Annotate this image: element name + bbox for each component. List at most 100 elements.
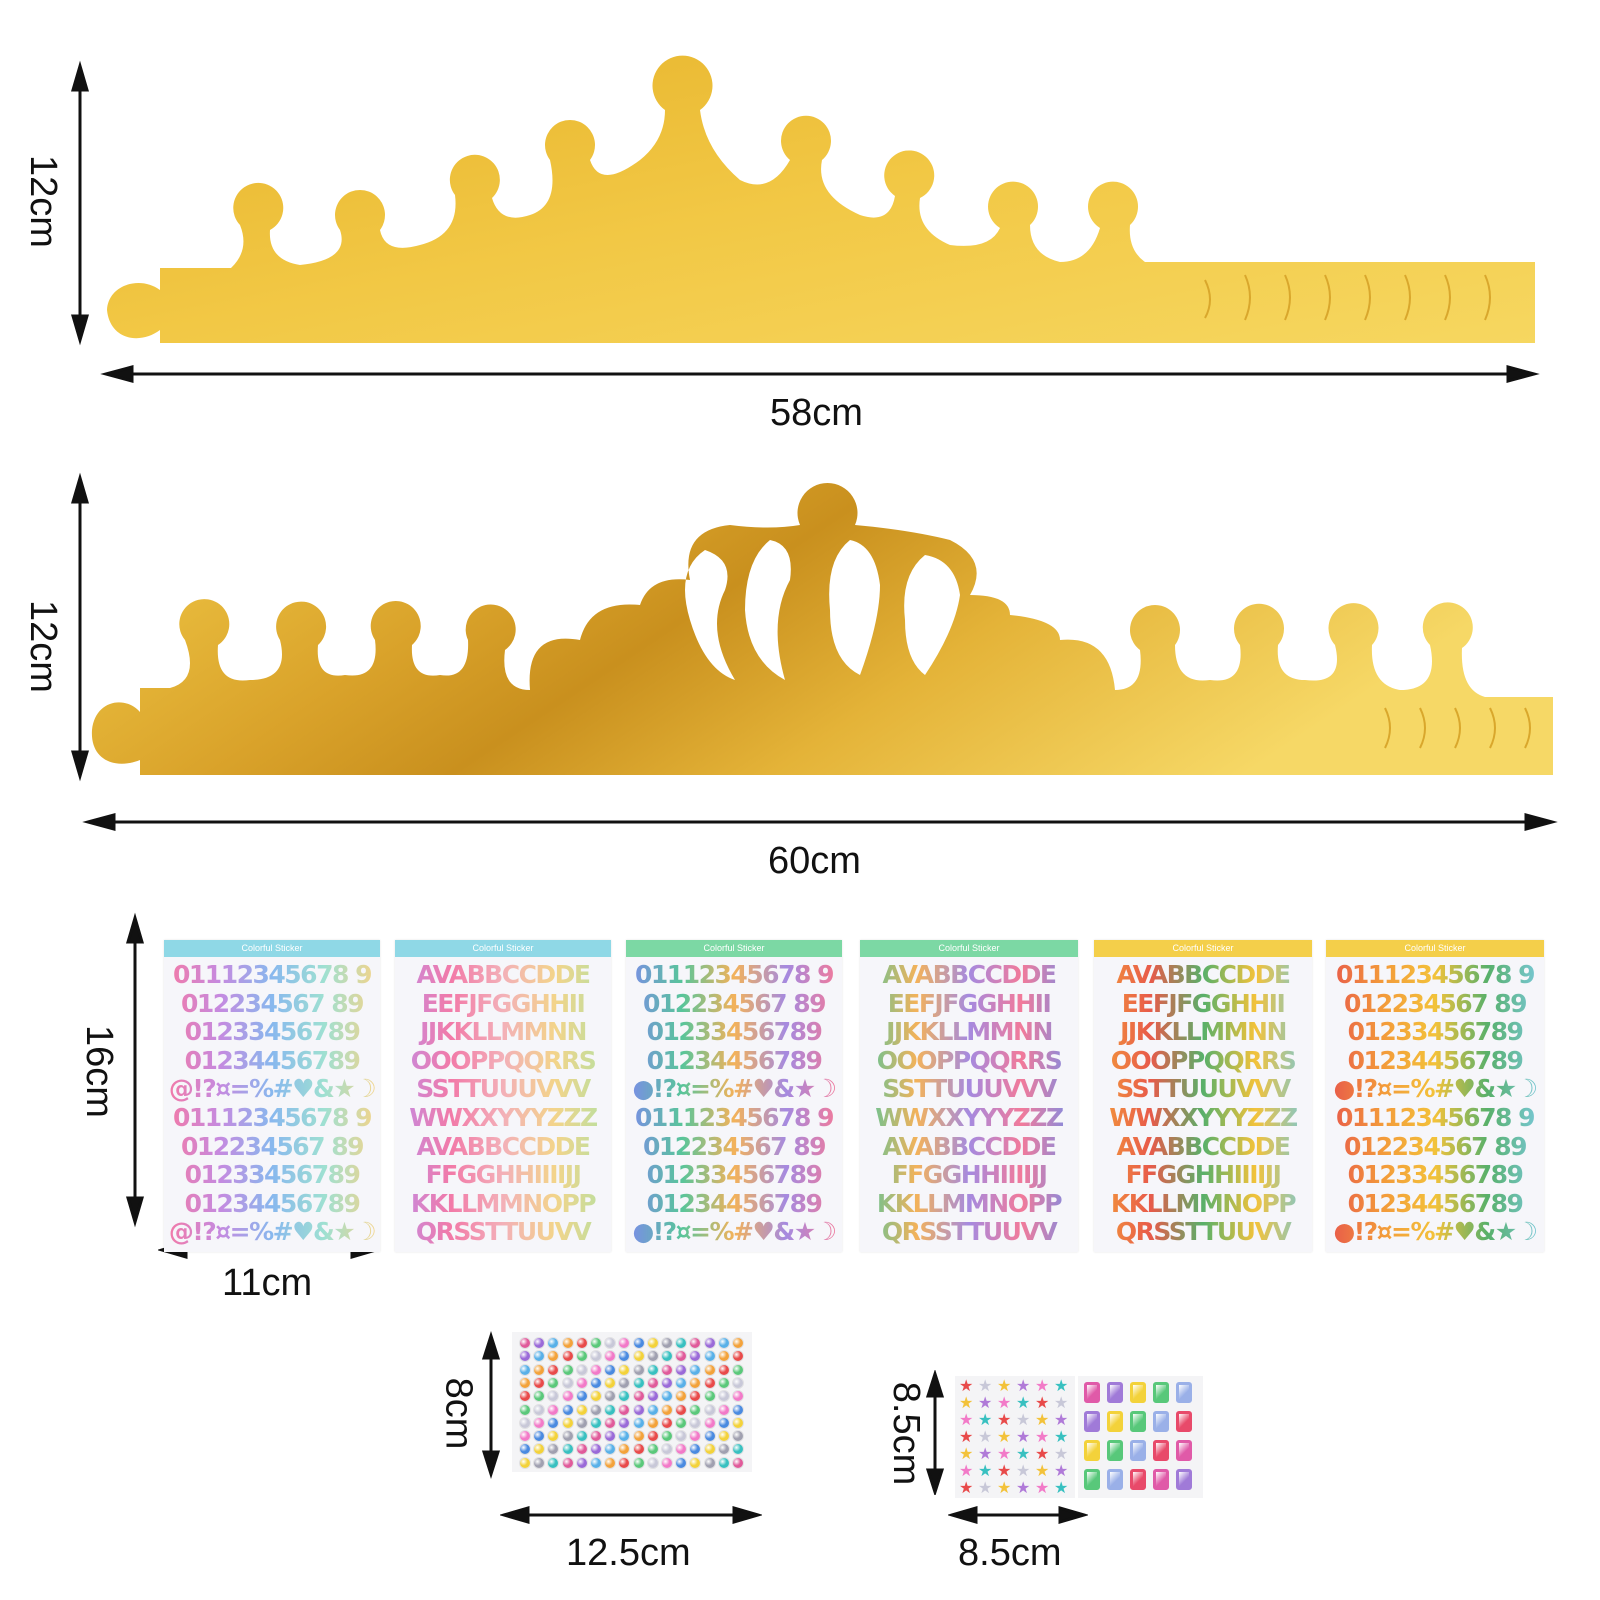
round-gems-width-arrow <box>500 1506 762 1524</box>
round-gem <box>704 1391 715 1402</box>
round-gem <box>676 1338 687 1348</box>
sticker-row: @!?¤=%#♥&★☽ <box>168 1218 376 1247</box>
round-gem <box>690 1457 701 1468</box>
star-gem: ★ <box>1016 1410 1031 1429</box>
letter-sheet-1: Colorful Sticker 01112345678 9 012234567 8… <box>164 940 380 1252</box>
round-gem <box>647 1417 658 1428</box>
round-gem <box>662 1391 672 1402</box>
round-gem <box>676 1417 687 1428</box>
round-gem <box>619 1351 630 1362</box>
rect-gem <box>1107 1440 1123 1461</box>
round-gem <box>690 1377 701 1388</box>
round-gem <box>605 1338 616 1348</box>
sticker-row: AVABBCCDDE <box>399 1133 607 1162</box>
round-gem <box>520 1431 530 1442</box>
round-gem <box>605 1391 616 1402</box>
sheet-header: Colorful Sticker <box>1326 940 1544 957</box>
sticker-row: FFGGHHIIIIJJ <box>1098 1161 1308 1190</box>
round-gem <box>534 1338 545 1348</box>
sticker-row: JJKKLLMMNN <box>864 1018 1074 1047</box>
sticker-row: ●!?¤=%#♥&★☽ <box>630 1075 838 1104</box>
round-gem <box>605 1431 616 1442</box>
round-gem <box>718 1444 729 1455</box>
letter-sheet-5: Colorful Sticker AVABBCCDDE EEFJFGGHHII JJK… <box>1094 940 1312 1252</box>
round-gem <box>576 1364 587 1375</box>
star-gem: ★ <box>1016 1376 1031 1395</box>
crown-2-width-label: 60cm <box>768 840 861 882</box>
round-gem <box>548 1417 559 1428</box>
sticker-row: ●!?¤=%#♥&★☽ <box>630 1218 838 1247</box>
round-gem <box>548 1444 559 1455</box>
round-gems-height-arrow <box>481 1331 501 1479</box>
sticker-row: 01112345678 9 <box>1330 1104 1540 1133</box>
sticker-row: 01233456789 <box>168 1018 376 1047</box>
round-gem <box>591 1351 601 1362</box>
round-gem <box>662 1404 672 1415</box>
round-gem <box>704 1404 715 1415</box>
round-gem <box>562 1351 573 1362</box>
star-gems-width-label: 8.5cm <box>958 1532 1062 1574</box>
round-gem <box>591 1444 601 1455</box>
sticker-row: AVABBCCDDE <box>1098 961 1308 990</box>
star-gem: ★ <box>997 1427 1012 1446</box>
round-gem <box>662 1338 672 1348</box>
round-gem <box>647 1338 658 1348</box>
round-gem <box>591 1417 601 1428</box>
star-gem: ★ <box>978 1427 993 1446</box>
sheets-width-label: 11cm <box>222 1262 313 1304</box>
round-gems-width-label: 12.5cm <box>566 1532 691 1574</box>
round-gem <box>718 1391 729 1402</box>
round-gem <box>676 1391 687 1402</box>
sticker-row: SSTTUUUVVV <box>1098 1075 1308 1104</box>
letter-sheet-6: Colorful Sticker 01112345678 9 012234567 8… <box>1326 940 1544 1252</box>
round-gem <box>619 1391 630 1402</box>
sticker-row: 01112345678 9 <box>168 1104 376 1133</box>
round-gem <box>619 1364 630 1375</box>
round-gem <box>591 1391 601 1402</box>
sticker-row: ●!?¤=%#♥&★☽ <box>1330 1075 1540 1104</box>
round-gem <box>662 1457 672 1468</box>
round-gem <box>619 1417 630 1428</box>
sticker-row: 01234456789 <box>1330 1047 1540 1076</box>
round-gem <box>690 1364 701 1375</box>
round-gem <box>520 1457 530 1468</box>
star-gem: ★ <box>959 1393 974 1412</box>
sticker-row: OOOPPQQRRS <box>399 1047 607 1076</box>
star-gem: ★ <box>1054 1461 1069 1480</box>
star-gem: ★ <box>1035 1461 1050 1480</box>
round-gem <box>718 1377 729 1388</box>
sticker-row: AVABBCCDDE <box>399 961 607 990</box>
crown-1-width-label: 58cm <box>770 392 863 434</box>
sticker-row: 012234567 89 <box>1330 990 1540 1019</box>
round-gem <box>647 1457 658 1468</box>
round-gem <box>662 1444 672 1455</box>
star-gem: ★ <box>997 1393 1012 1412</box>
round-gem <box>591 1377 601 1388</box>
star-gem: ★ <box>1035 1444 1050 1463</box>
round-gem <box>576 1338 587 1348</box>
round-gem <box>562 1364 573 1375</box>
round-gem <box>662 1417 672 1428</box>
star-gem: ★ <box>1035 1393 1050 1412</box>
round-gem <box>534 1364 545 1375</box>
round-gem <box>619 1404 630 1415</box>
crown-2-shape <box>91 483 1554 775</box>
round-gem <box>676 1351 687 1362</box>
star-gem: ★ <box>959 1461 974 1480</box>
sticker-row: WWXXYYYZZZ <box>864 1104 1074 1133</box>
sheet-header: Colorful Sticker <box>1094 940 1312 957</box>
round-gem <box>534 1444 545 1455</box>
round-gem <box>605 1351 616 1362</box>
round-gem <box>647 1431 658 1442</box>
round-gem <box>520 1417 530 1428</box>
star-gem: ★ <box>1054 1444 1069 1463</box>
round-gem <box>690 1391 701 1402</box>
round-gem <box>520 1351 530 1362</box>
star-gem: ★ <box>1054 1376 1069 1395</box>
crown-2-width-arrow <box>82 813 1558 831</box>
star-gems-height-arrow <box>925 1370 945 1495</box>
star-gem: ★ <box>1054 1410 1069 1429</box>
round-gem <box>520 1444 530 1455</box>
round-gem <box>690 1338 701 1348</box>
round-gem <box>562 1444 573 1455</box>
